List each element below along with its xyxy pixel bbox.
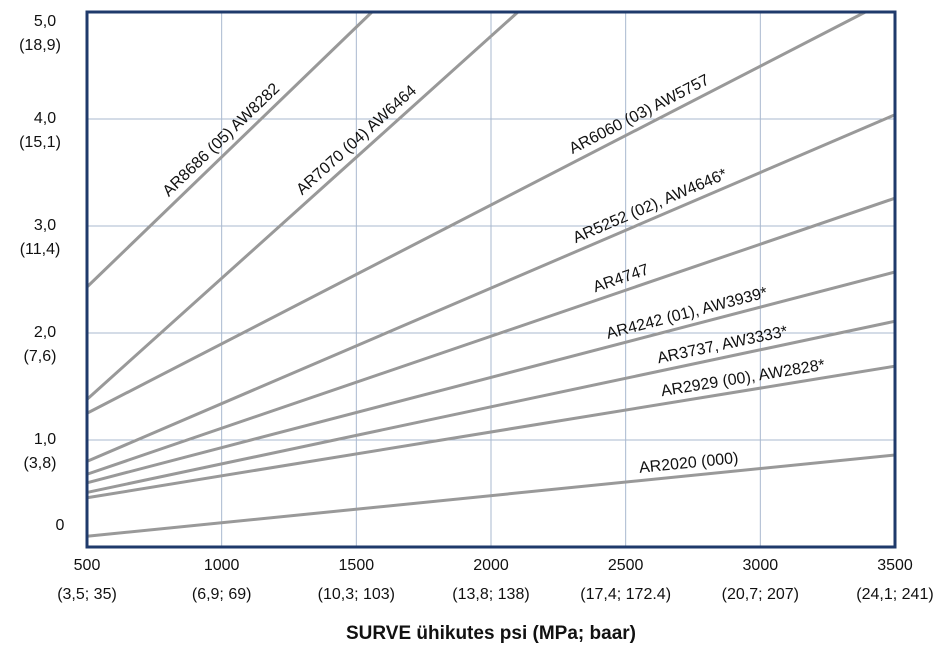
x-tick-label: 3000 bbox=[743, 557, 779, 574]
y-tick-sublabel: (18,9) bbox=[19, 37, 61, 54]
y-tick-label: 4,0 bbox=[34, 110, 56, 127]
x-tick-label: 500 bbox=[74, 557, 101, 574]
line bbox=[86, 196, 896, 476]
y-tick-sublabel: (15,1) bbox=[19, 134, 61, 151]
y-tick-label: 2,0 bbox=[34, 324, 56, 341]
y-tick-label: 3,0 bbox=[34, 217, 56, 234]
line-label: AR6060 (03) AW5757 bbox=[567, 72, 713, 158]
line-label: AR2929 (00), AW2828* bbox=[660, 357, 826, 400]
y-tick-label: 5,0 bbox=[34, 13, 56, 30]
x-tick-label: 1500 bbox=[339, 557, 375, 574]
line bbox=[86, 364, 896, 500]
line bbox=[86, 319, 896, 494]
y-tick-sublabel: (3,8) bbox=[24, 455, 57, 472]
line bbox=[85, 10, 373, 289]
x-tick-sublabel: (17,4; 172.4) bbox=[580, 586, 671, 603]
y-tick-label: 1,0 bbox=[34, 431, 56, 448]
line bbox=[86, 10, 867, 415]
plot-frame bbox=[85, 10, 897, 549]
x-tick-label: 3500 bbox=[877, 557, 913, 574]
line bbox=[85, 10, 519, 401]
x-axis-label: SURVE ühikutes psi (MPa; baar) bbox=[346, 623, 636, 644]
x-tick-label: 2000 bbox=[473, 557, 509, 574]
y-tick-sublabel: (11,4) bbox=[20, 241, 61, 258]
x-tick-sublabel: (20,7; 207) bbox=[722, 586, 799, 603]
x-tick-sublabel: (10,3; 103) bbox=[318, 586, 395, 603]
line-label: AR5252 (02), AW4646* bbox=[571, 166, 730, 247]
x-tick-sublabel: (6,9; 69) bbox=[192, 586, 252, 603]
line bbox=[86, 270, 896, 485]
x-tick-label: 2500 bbox=[608, 557, 644, 574]
y-tick-sublabel: (7,6) bbox=[24, 348, 57, 365]
line bbox=[86, 113, 896, 463]
line bbox=[86, 453, 896, 538]
y-tick-label: 0 bbox=[56, 517, 65, 534]
x-tick-sublabel: (13,8; 138) bbox=[452, 586, 529, 603]
x-tick-sublabel: (24,1; 241) bbox=[856, 586, 933, 603]
x-tick-label: 1000 bbox=[204, 557, 240, 574]
x-tick-sublabel: (3,5; 35) bbox=[57, 586, 117, 603]
